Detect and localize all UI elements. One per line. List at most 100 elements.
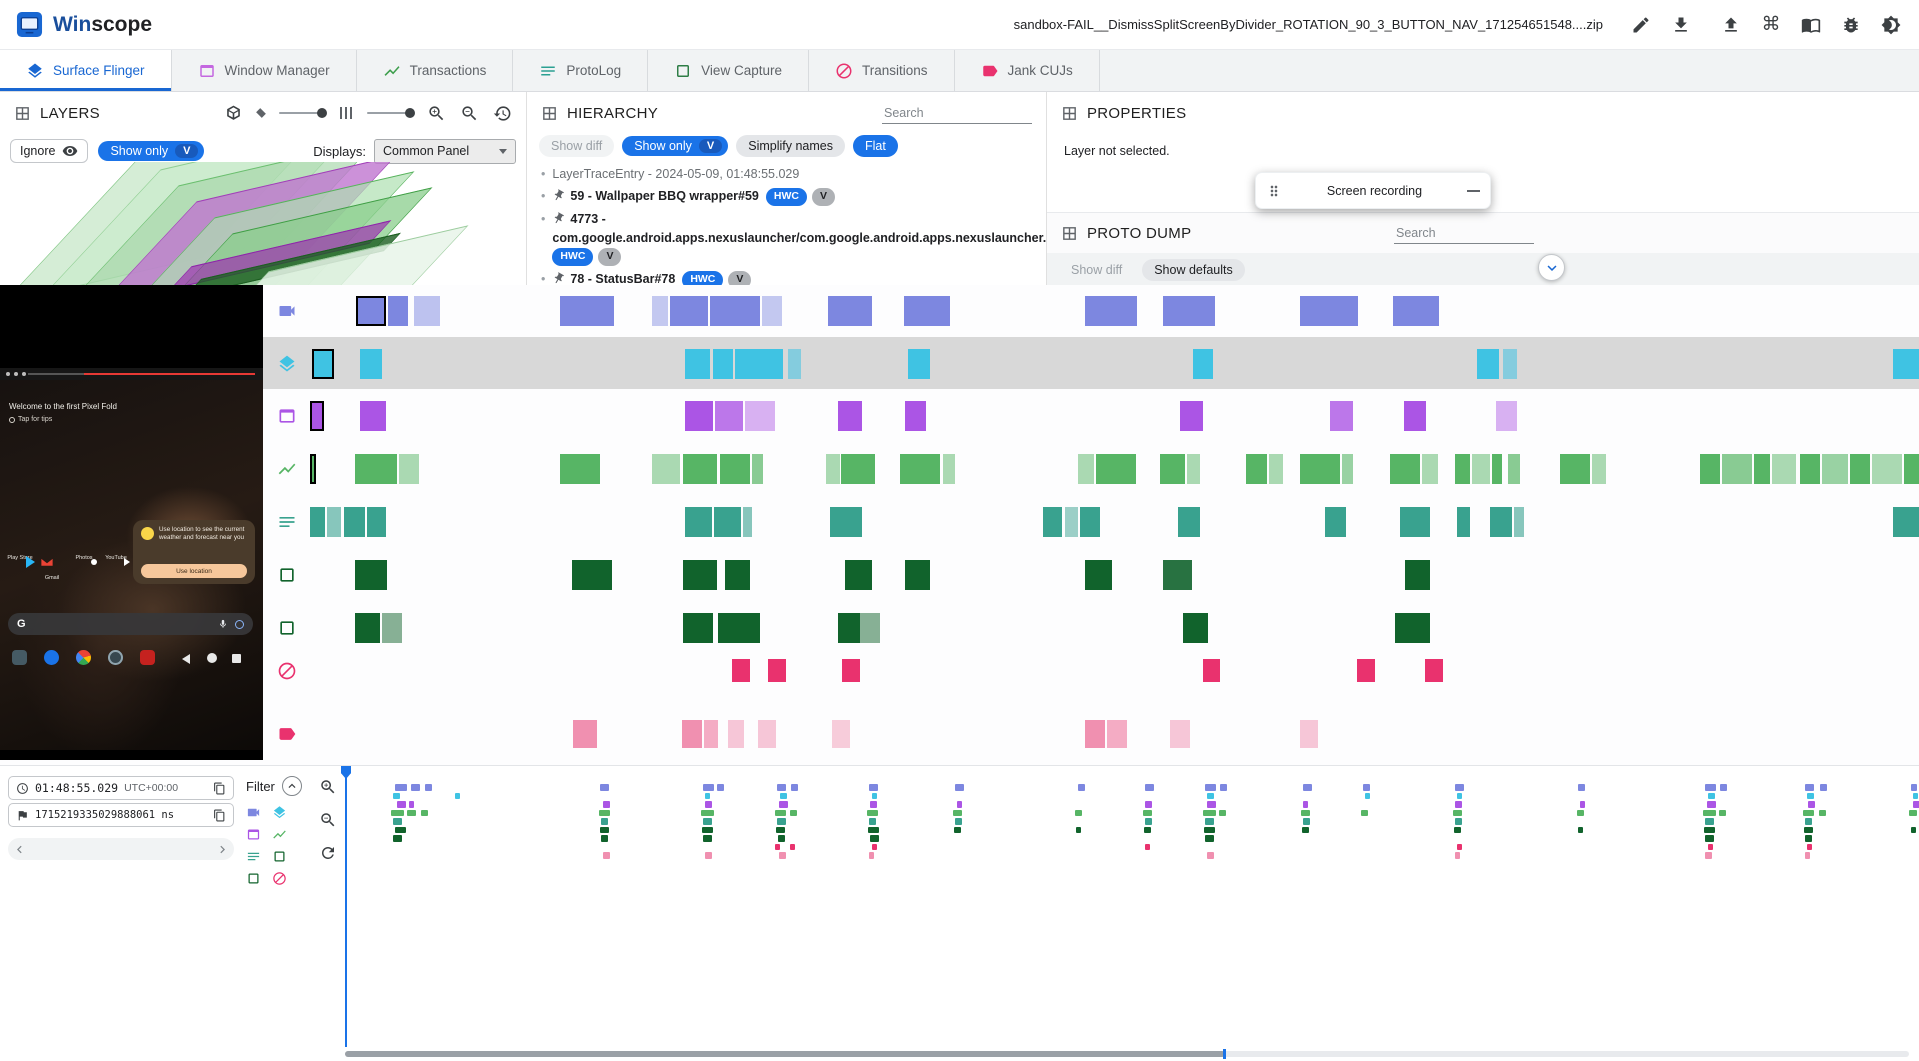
screen-recording-entry[interactable] <box>762 296 782 326</box>
transactions-filter-icon[interactable] <box>272 827 287 842</box>
protolog-entry[interactable] <box>1893 507 1919 537</box>
jank-cujs-entry[interactable] <box>573 720 597 748</box>
view-capture-1-entry[interactable] <box>683 560 717 590</box>
transactions-entry[interactable] <box>1822 454 1848 484</box>
window-manager-entry[interactable] <box>1180 401 1203 431</box>
protolog-entry[interactable] <box>1400 507 1430 537</box>
window-manager-entry[interactable] <box>1330 401 1353 431</box>
transitions-entry[interactable] <box>732 659 750 682</box>
show-only-v-toggle[interactable]: Show only V <box>98 141 205 161</box>
transactions-entry[interactable] <box>1592 454 1606 484</box>
view-capture-2-entry[interactable] <box>860 613 880 643</box>
protolog-filter-icon[interactable] <box>246 849 261 864</box>
hierarchy-node[interactable]: 4773 - com.google.android.apps.nexuslaun… <box>537 208 1046 268</box>
tab-transitions[interactable]: Transitions <box>809 50 955 91</box>
protolog-entry[interactable] <box>367 507 386 537</box>
transactions-entry[interactable] <box>399 454 419 484</box>
transactions-entry[interactable] <box>1508 454 1520 484</box>
surface-flinger-entry[interactable] <box>1503 349 1517 379</box>
transactions-entry[interactable] <box>1700 454 1720 484</box>
window-manager-entry[interactable] <box>1496 401 1517 431</box>
show-diff-button[interactable]: Show diff <box>539 135 615 157</box>
transactions-entry[interactable] <box>1800 454 1820 484</box>
view-capture-trace-icon[interactable] <box>277 618 297 638</box>
proto-dump-search-input[interactable] <box>1394 222 1534 244</box>
download-trace-icon[interactable] <box>1669 13 1693 37</box>
transactions-entry[interactable] <box>720 454 750 484</box>
tab-window-manager[interactable]: Window Manager <box>172 50 357 91</box>
transitions-entry[interactable] <box>842 659 860 682</box>
screen-recording-entry[interactable] <box>1163 296 1215 326</box>
screen-recording-entry[interactable] <box>652 296 668 326</box>
transactions-entry[interactable] <box>841 454 875 484</box>
view-capture-1-entry[interactable] <box>1085 560 1112 590</box>
surface-flinger-entry[interactable] <box>788 349 801 379</box>
window-manager-entry[interactable] <box>905 401 926 431</box>
view-capture-1-entry[interactable] <box>1405 560 1430 590</box>
transactions-entry[interactable] <box>1187 454 1200 484</box>
window-manager-entry[interactable] <box>310 401 324 431</box>
transactions-entry[interactable] <box>1904 454 1919 484</box>
window-manager-entry[interactable] <box>745 401 775 431</box>
drag-handle-icon[interactable] <box>1266 183 1282 199</box>
transitions-entry[interactable] <box>1357 659 1375 682</box>
mini-scrollbar-thumb[interactable] <box>345 1051 1225 1057</box>
view-capture-1-entry[interactable] <box>1163 560 1192 590</box>
surface-flinger-entry[interactable] <box>1477 349 1499 379</box>
tab-transactions[interactable]: Transactions <box>357 50 514 91</box>
timeline-cursor-handle[interactable] <box>341 766 351 779</box>
transactions-entry[interactable] <box>1850 454 1870 484</box>
keyboard-shortcuts-icon[interactable]: ⌘ <box>1761 14 1781 35</box>
collapse-timeline-button[interactable] <box>1538 254 1565 281</box>
transactions-entry[interactable] <box>1754 454 1770 484</box>
transitions-entry[interactable] <box>1203 659 1220 682</box>
displays-select[interactable]: Common Panel <box>374 138 516 164</box>
view-capture-2-entry[interactable] <box>683 613 713 643</box>
protolog-entry[interactable] <box>1457 507 1470 537</box>
mini-timeline[interactable] <box>341 766 1919 1061</box>
view-capture-2-entry[interactable] <box>838 613 860 643</box>
transactions-entry[interactable] <box>1390 454 1420 484</box>
transactions-entry[interactable] <box>1455 454 1470 484</box>
hierarchy-node[interactable]: 78 - StatusBar#78 HWC V <box>537 268 1036 285</box>
transactions-entry[interactable] <box>1722 454 1752 484</box>
video-controls-bar[interactable] <box>0 368 263 380</box>
show-defaults-button[interactable]: Show defaults <box>1142 258 1245 281</box>
window-manager-trace-icon[interactable] <box>277 406 297 426</box>
chevron-right-icon[interactable] <box>215 842 230 857</box>
screen-recording-entry[interactable] <box>1300 296 1358 326</box>
protolog-entry[interactable] <box>310 507 325 537</box>
rotation-slider[interactable] <box>279 108 327 118</box>
copy-ns-icon[interactable] <box>213 809 226 822</box>
protolog-entry[interactable] <box>1178 507 1200 537</box>
window-manager-entry[interactable] <box>1404 401 1426 431</box>
transactions-entry[interactable] <box>1160 454 1185 484</box>
view-capture-1-entry[interactable] <box>355 560 387 590</box>
surface-flinger-filter-icon[interactable] <box>272 805 287 820</box>
reset-zoom-icon[interactable] <box>319 844 337 862</box>
jank-cujs-entry[interactable] <box>704 720 718 748</box>
tab-protolog[interactable]: ProtoLog <box>513 50 649 91</box>
view-capture-2-entry[interactable] <box>1395 613 1430 643</box>
upload-trace-icon[interactable] <box>1719 13 1743 37</box>
pin-icon[interactable] <box>550 209 568 227</box>
screen-recording-trace-icon[interactable] <box>277 301 297 321</box>
screen-recording-entry[interactable] <box>710 296 760 326</box>
protolog-entry[interactable] <box>344 507 365 537</box>
surface-flinger-entry[interactable] <box>360 349 382 379</box>
protolog-entry[interactable] <box>1043 507 1062 537</box>
ignore-visibility-toggle[interactable]: Ignore <box>10 139 89 163</box>
transactions-entry[interactable] <box>1342 454 1353 484</box>
screen-recording-entry[interactable] <box>560 296 614 326</box>
protolog-trace-icon[interactable] <box>277 512 297 532</box>
documentation-icon[interactable] <box>1799 13 1823 37</box>
view-capture-2-entry[interactable] <box>1183 613 1208 643</box>
jank-cujs-entry[interactable] <box>832 720 850 748</box>
zoom-out-icon[interactable] <box>460 104 479 123</box>
surface-flinger-entry[interactable] <box>1893 349 1919 379</box>
transactions-entry[interactable] <box>1492 454 1502 484</box>
protolog-entry[interactable] <box>743 507 752 537</box>
screen-recording-preview[interactable]: Welcome to the first Pixel Fold Tap for … <box>0 285 263 760</box>
transitions-entry[interactable] <box>768 659 786 682</box>
